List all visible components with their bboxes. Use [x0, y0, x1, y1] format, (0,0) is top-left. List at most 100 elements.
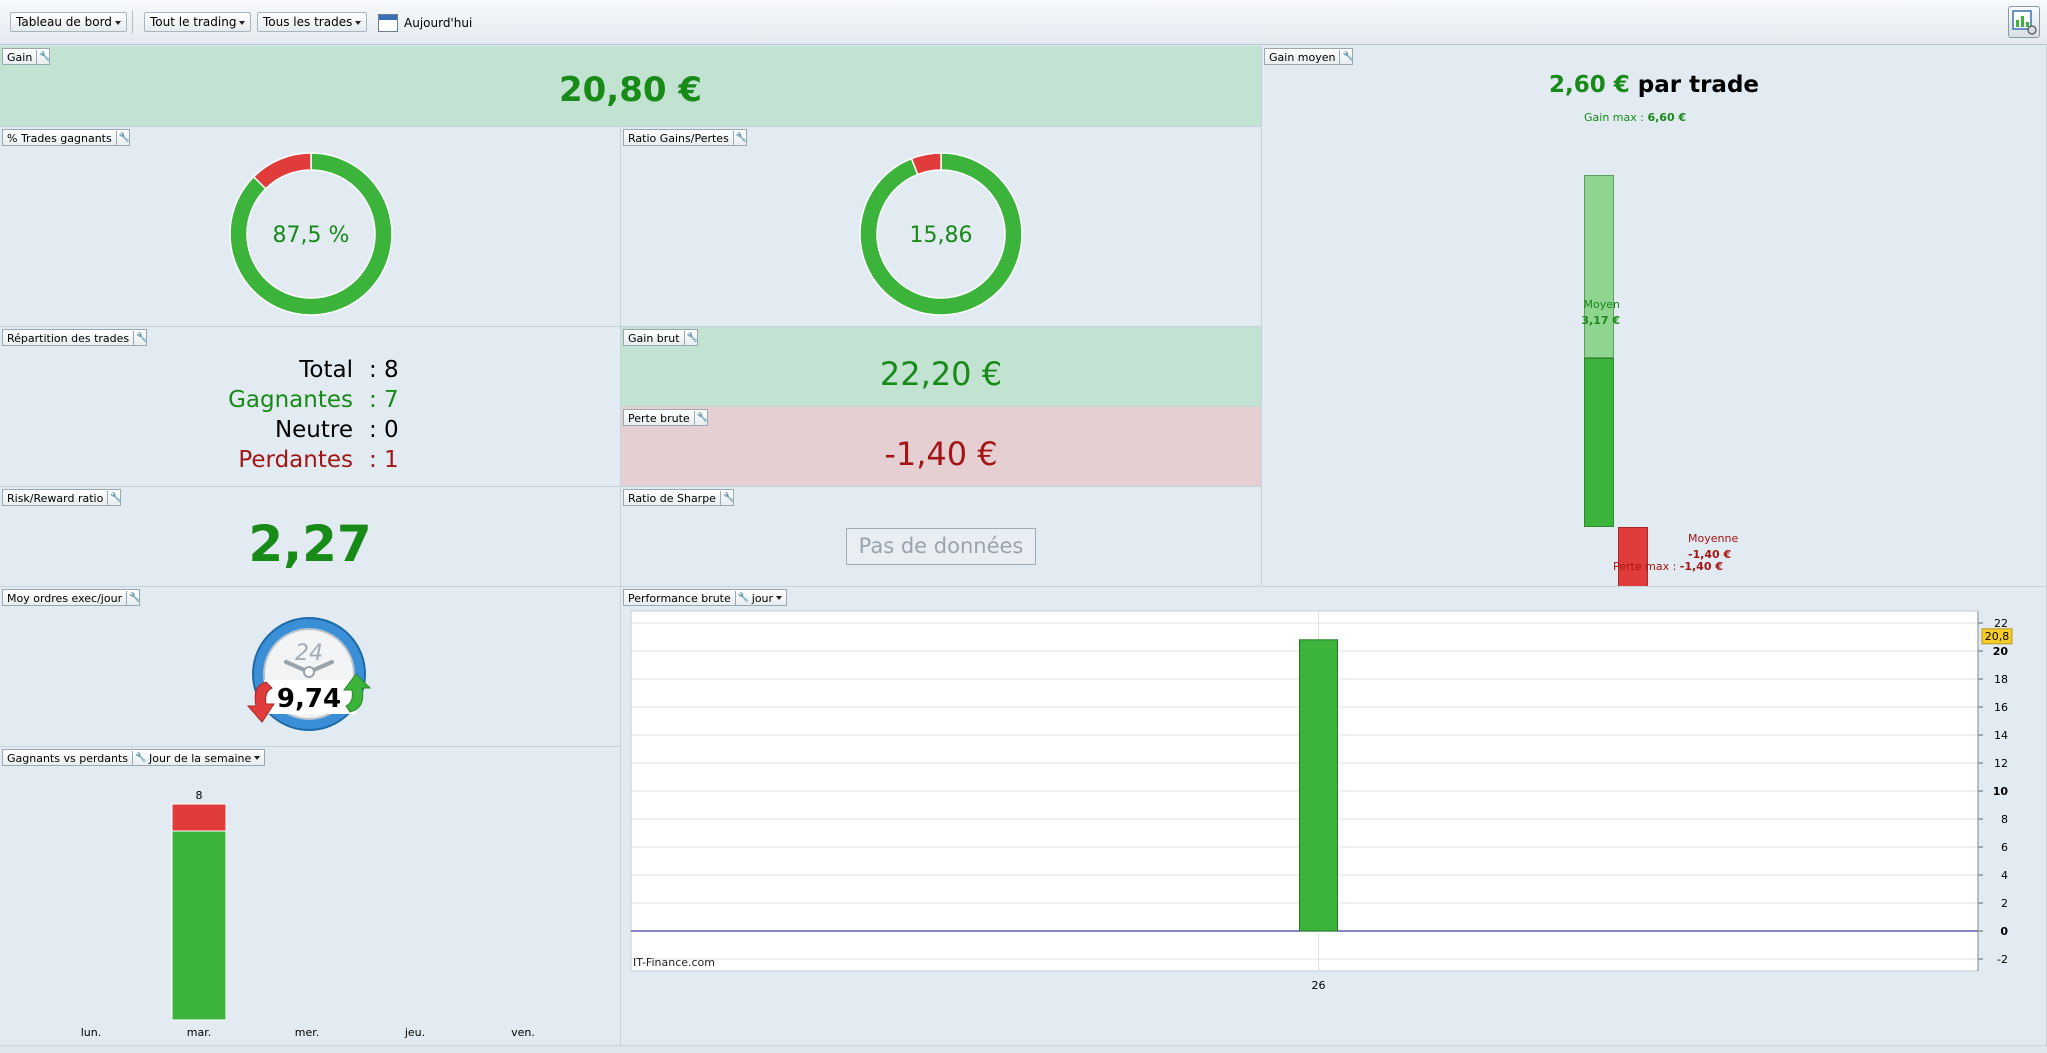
- wrench-icon[interactable]: 🔧: [693, 411, 708, 425]
- toolbar: Tableau de bord Tout le trading Tous les…: [0, 0, 2047, 45]
- moyen-label: Moyen: [1583, 298, 1620, 311]
- y-tick-label: 6: [2001, 841, 2008, 854]
- performance-title[interactable]: Performance brute 🔧 jour: [623, 589, 788, 606]
- sharpe-title[interactable]: Ratio de Sharpe 🔧: [623, 489, 734, 506]
- pct-gagnants-donut: 87,5 %: [229, 152, 393, 316]
- wrench-icon[interactable]: 🔧: [126, 591, 140, 605]
- chevron-down-icon: [776, 596, 783, 600]
- performance-mode-dropdown[interactable]: jour: [751, 591, 783, 605]
- donut-gains-segment: [859, 152, 1023, 316]
- wrench-icon[interactable]: 🔧: [734, 591, 749, 605]
- wrench-icon[interactable]: 🔧: [683, 331, 698, 345]
- ordres-title-label: Moy ordres exec/jour: [7, 591, 123, 605]
- trading-filter-label: Tout le trading: [150, 15, 237, 29]
- chevron-down-icon: [114, 20, 121, 25]
- gain-max-value: 6,60 €: [1647, 111, 1687, 124]
- moyen-value: 3,17 €: [1581, 314, 1620, 327]
- gain-brut-value: 22,20 €: [879, 355, 1003, 393]
- moyenne-bar: [1618, 527, 1648, 586]
- risk-reward-panel: Risk/Reward ratio 🔧 2,27: [0, 487, 621, 587]
- gain-moyen-title[interactable]: Gain moyen 🔧: [1264, 48, 1354, 65]
- pct-gagnants-value: 87,5 %: [273, 223, 350, 248]
- gagnants-perdants-mode-label: Jour de la semaine: [149, 751, 252, 765]
- gain-title-label: Gain: [7, 50, 33, 64]
- gain-panel: Gain 🔧 20,80 €: [0, 46, 1262, 127]
- chart-settings-icon: [2012, 10, 2037, 35]
- dashboard-settings-button[interactable]: [2008, 6, 2040, 38]
- toolbar-separator: [132, 10, 133, 34]
- bar-total-label: 8: [196, 789, 203, 802]
- sharpe-title-label: Ratio de Sharpe: [628, 491, 716, 505]
- repartition-value: : 7: [369, 387, 399, 413]
- repartition-label: Perdantes: [238, 447, 353, 473]
- perte-max-text: Perte max : -1,40 €: [1613, 560, 1723, 573]
- gain-value: 20,80 €: [558, 70, 703, 110]
- ordres-title[interactable]: Moy ordres exec/jour 🔧: [2, 589, 140, 606]
- gagnants-perdants-title-label: Gagnants vs perdants: [7, 751, 129, 765]
- y-tick-label: 12: [1994, 757, 2008, 770]
- repartition-title[interactable]: Répartition des trades 🔧: [2, 329, 147, 346]
- gagnants-perdants-mode-dropdown[interactable]: Jour de la semaine: [149, 751, 261, 765]
- pct-gagnants-title-label: % Trades gagnants: [7, 131, 112, 145]
- chevron-down-icon: [254, 756, 261, 760]
- wrench-icon[interactable]: 🔧: [732, 131, 747, 145]
- gagnants-perdants-panel: Gagnants vs perdants 🔧 Jour de la semaine…: [0, 747, 621, 1046]
- donut-pertes-segment: [910, 152, 942, 176]
- winning-bar: [171, 830, 227, 1021]
- y-tick-label: 2: [2001, 897, 2008, 910]
- wrench-icon[interactable]: 🔧: [115, 131, 130, 145]
- x-tick-label: ven.: [511, 1026, 535, 1039]
- wrench-icon[interactable]: 🔧: [107, 491, 122, 505]
- risk-reward-title[interactable]: Risk/Reward ratio 🔧: [2, 489, 122, 506]
- x-tick-label: lun.: [81, 1026, 102, 1039]
- performance-panel: Performance brute 🔧 jour 22 20 18 16 14 12 10 8 6…: [621, 587, 2047, 1046]
- repartition-value: : 8: [369, 357, 399, 383]
- perte-brute-title[interactable]: Perte brute 🔧: [623, 409, 708, 426]
- clock-dial-label: 24: [295, 641, 323, 666]
- sharpe-no-data: Pas de données: [846, 528, 1036, 565]
- gain-moyen-value: 2,60 €: [1548, 72, 1630, 98]
- risk-reward-value: 2,27: [248, 515, 372, 573]
- donut-loss-segment: [252, 152, 312, 190]
- gain-max-label: Gain max :: [1584, 111, 1644, 124]
- wrench-icon[interactable]: 🔧: [719, 491, 734, 505]
- wrench-icon[interactable]: 🔧: [132, 751, 146, 765]
- ratio-title[interactable]: Ratio Gains/Pertes 🔧: [623, 129, 747, 146]
- repartition-label: Total: [299, 357, 353, 383]
- y-tick-label: -2: [1997, 953, 2008, 966]
- wrench-icon[interactable]: 🔧: [133, 331, 147, 345]
- performance-bar: [1299, 639, 1338, 932]
- x-tick-label: jeu.: [404, 1026, 425, 1039]
- gain-brut-title[interactable]: Gain brut 🔧: [623, 329, 698, 346]
- gain-brut-panel: Gain brut 🔧 22,20 €: [621, 327, 1262, 407]
- perte-max-label: Perte max :: [1613, 560, 1677, 573]
- y-tick-label: 16: [1994, 701, 2008, 714]
- pct-gagnants-title[interactable]: % Trades gagnants 🔧: [2, 129, 130, 146]
- performance-mode-label: jour: [751, 591, 774, 605]
- donut-win-segment: [229, 152, 393, 316]
- repartition-label: Neutre: [274, 417, 353, 443]
- trades-filter-dropdown[interactable]: Tous les trades: [257, 12, 368, 32]
- gain-moyen-suffix: par trade: [1637, 72, 1760, 98]
- dashboard-dropdown[interactable]: Tableau de bord: [10, 12, 127, 32]
- repartition-label: Gagnantes: [228, 387, 353, 413]
- gagnants-perdants-title[interactable]: Gagnants vs perdants 🔧 Jour de la semaine: [2, 749, 266, 766]
- y-tick-label: 22: [1994, 617, 2008, 630]
- moyenne-label: Moyenne: [1688, 532, 1739, 545]
- ordres-value: 9,74: [277, 684, 341, 714]
- today-button[interactable]: Aujourd'hui: [378, 12, 472, 34]
- wrench-icon[interactable]: 🔧: [36, 50, 51, 64]
- dashboard-dropdown-label: Tableau de bord: [16, 15, 112, 29]
- gain-max-bar: [1584, 175, 1614, 358]
- y-tick-label: 0: [2000, 925, 2008, 938]
- orders-clock-icon: 24 9,74: [246, 617, 372, 731]
- gain-title[interactable]: Gain 🔧: [2, 48, 51, 65]
- x-tick-label: mer.: [295, 1026, 320, 1039]
- perte-brute-title-label: Perte brute: [628, 411, 690, 425]
- repartition-title-label: Répartition des trades: [7, 331, 130, 345]
- trading-filter-dropdown[interactable]: Tout le trading: [144, 12, 252, 32]
- ratio-value: 15,86: [910, 223, 973, 248]
- perte-max-value: -1,40 €: [1679, 560, 1723, 573]
- wrench-icon[interactable]: 🔧: [1339, 50, 1354, 64]
- trades-filter-label: Tous les trades: [263, 15, 353, 29]
